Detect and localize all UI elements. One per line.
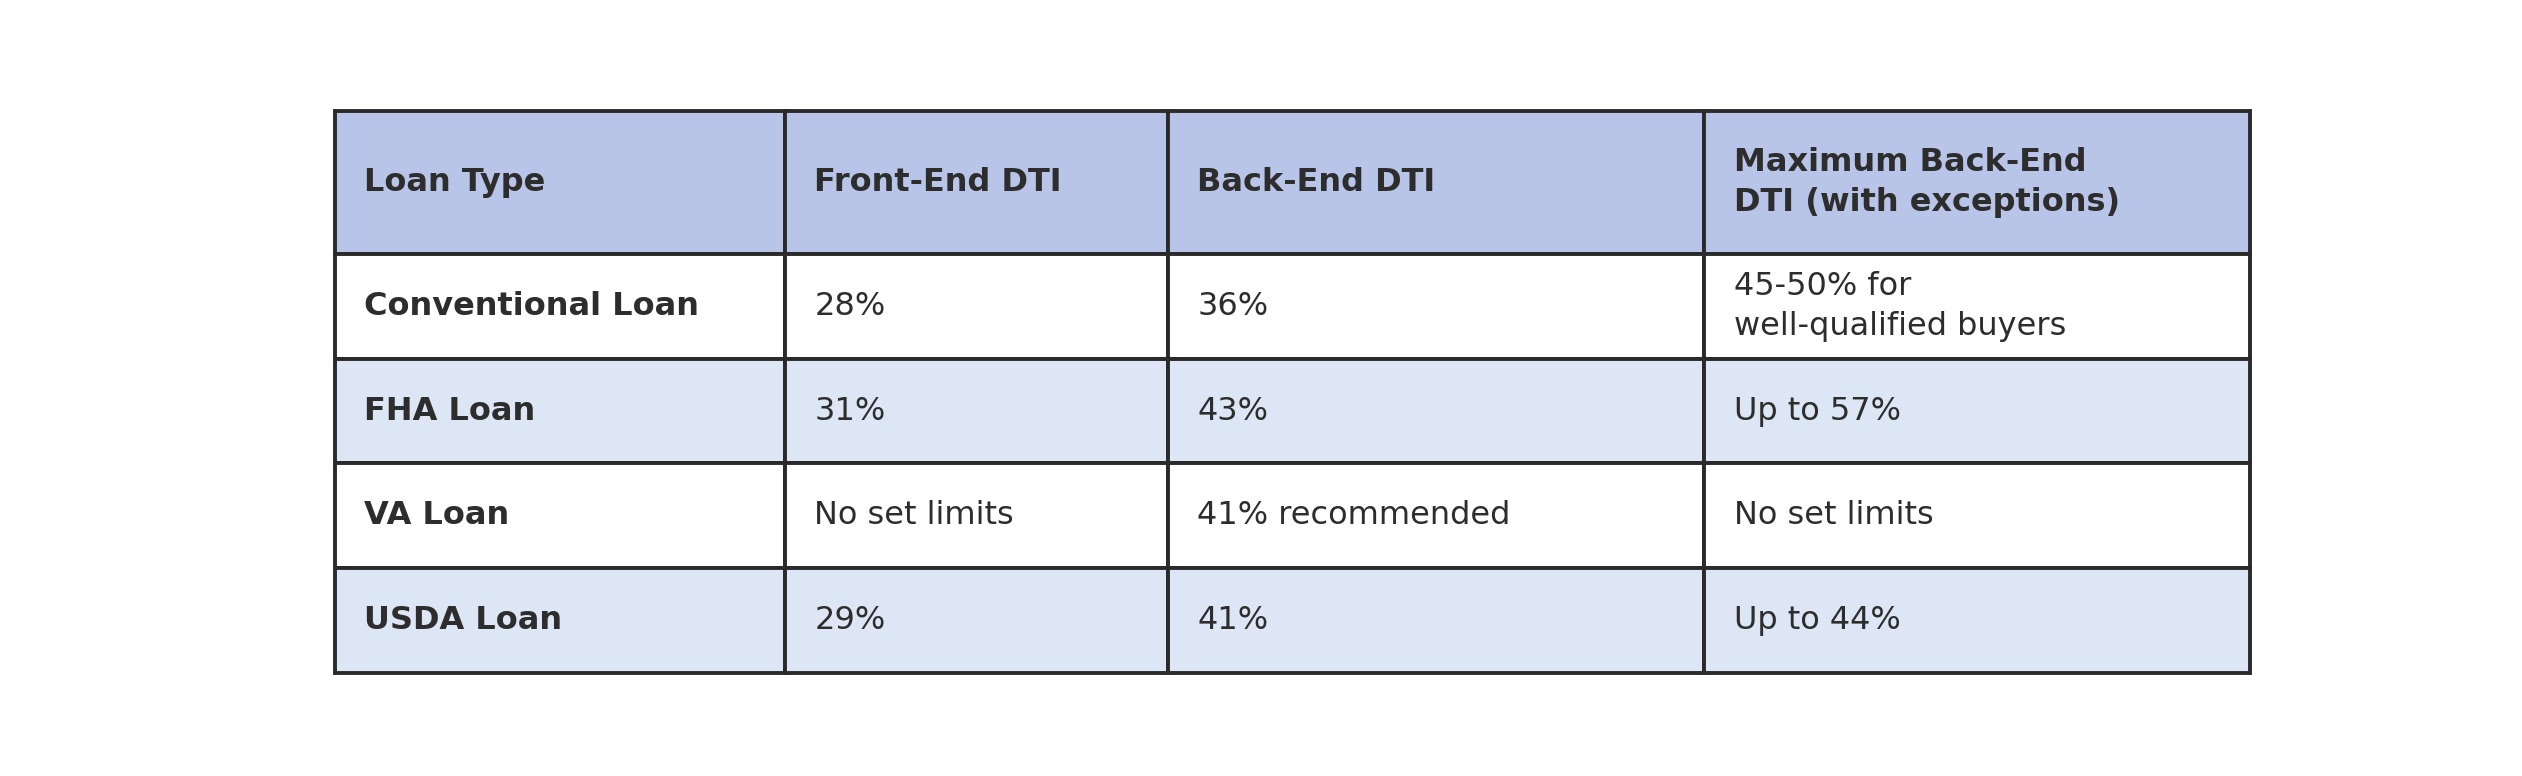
Text: Up to 57%: Up to 57% [1733, 396, 1902, 427]
Text: 29%: 29% [815, 605, 885, 636]
Bar [784, 463, 1168, 568]
Bar [335, 255, 784, 359]
Bar [1168, 568, 1705, 673]
Bar [1705, 359, 2250, 463]
Text: Loan Type: Loan Type [363, 167, 545, 198]
Text: Conventional Loan: Conventional Loan [363, 291, 699, 322]
Text: FHA Loan: FHA Loan [363, 396, 535, 427]
Text: 45-50% for
well-qualified buyers: 45-50% for well-qualified buyers [1733, 271, 2066, 342]
Text: VA Loan: VA Loan [363, 501, 509, 532]
Bar [335, 463, 784, 568]
Text: Maximum Back-End
DTI (with exceptions): Maximum Back-End DTI (with exceptions) [1733, 147, 2121, 218]
Bar [1705, 111, 2250, 255]
Bar [784, 255, 1168, 359]
Text: Front-End DTI: Front-End DTI [815, 167, 1062, 198]
Bar [335, 568, 784, 673]
Text: 36%: 36% [1198, 291, 1269, 322]
Text: 41%: 41% [1198, 605, 1269, 636]
Bar [784, 111, 1168, 255]
Bar [1168, 255, 1705, 359]
Bar [1168, 463, 1705, 568]
Text: 41% recommended: 41% recommended [1198, 501, 1511, 532]
Bar [784, 359, 1168, 463]
Bar [1705, 463, 2250, 568]
Text: 28%: 28% [815, 291, 885, 322]
Bar [784, 568, 1168, 673]
Bar [1168, 359, 1705, 463]
Bar [1705, 255, 2250, 359]
Bar [1168, 111, 1705, 255]
Text: No set limits: No set limits [815, 501, 1014, 532]
Text: 43%: 43% [1198, 396, 1269, 427]
Text: USDA Loan: USDA Loan [363, 605, 562, 636]
Bar [335, 111, 784, 255]
Bar [1705, 568, 2250, 673]
Bar [335, 359, 784, 463]
Text: 31%: 31% [815, 396, 885, 427]
Text: Up to 44%: Up to 44% [1733, 605, 1902, 636]
Text: Back-End DTI: Back-End DTI [1198, 167, 1435, 198]
Text: No set limits: No set limits [1733, 501, 1934, 532]
